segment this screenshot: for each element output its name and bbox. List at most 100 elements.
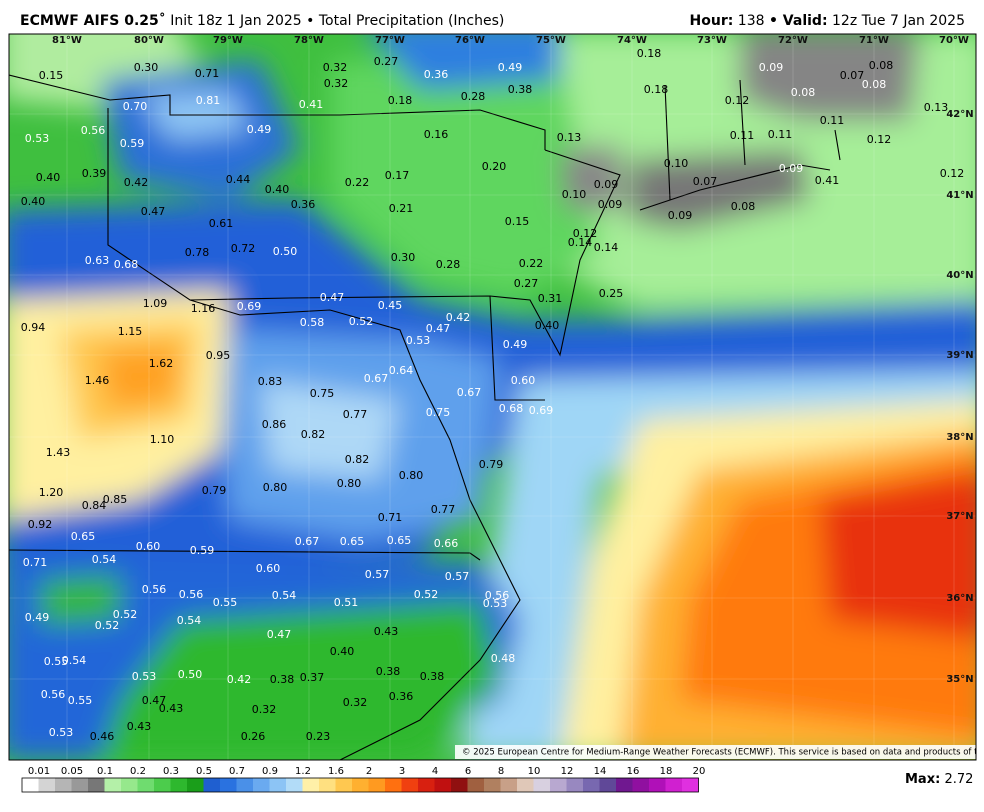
precip-value: 0.38: [508, 83, 533, 96]
precip-value: 0.12: [573, 227, 598, 240]
precip-value: 0.42: [124, 176, 149, 189]
precip-value: 0.46: [90, 730, 115, 743]
colorbar-cell: [71, 778, 89, 792]
precip-value: 1.62: [149, 357, 174, 370]
colorbar-cell: [286, 778, 303, 792]
precip-value: 0.10: [664, 157, 689, 170]
precip-value: 0.38: [420, 670, 445, 683]
precip-value: 0.38: [270, 673, 295, 686]
precip-value: 0.79: [202, 484, 227, 497]
precip-value: 0.30: [134, 61, 159, 74]
precip-value: 0.45: [378, 299, 403, 312]
precip-value: 0.60: [136, 540, 161, 553]
latitude-label: 36°N: [946, 593, 973, 604]
precip-value: 1.10: [150, 433, 175, 446]
precip-value: 0.40: [330, 645, 355, 658]
precip-value: 0.49: [503, 338, 528, 351]
colorbar-cell: [269, 778, 287, 792]
precip-value: 0.54: [177, 614, 202, 627]
colorbar-cell: [665, 778, 683, 792]
precip-value: 0.53: [49, 726, 74, 739]
precip-value: 0.23: [306, 730, 331, 743]
colorbar-cell: [352, 778, 369, 792]
colorbar-label: 10: [528, 766, 541, 777]
precip-value: 0.09: [759, 61, 784, 74]
precip-value: 0.79: [479, 458, 504, 471]
precip-value: 0.80: [263, 481, 288, 494]
precip-value: 0.08: [862, 78, 887, 91]
precip-value: 0.28: [436, 258, 461, 271]
colorbar-label: 0.01: [28, 766, 50, 777]
precip-value: 0.40: [535, 319, 560, 332]
precip-value: 0.36: [424, 68, 449, 81]
longitude-label: 73°W: [697, 35, 727, 46]
title: ECMWF AIFS 0.25˚: [20, 12, 166, 29]
precip-value: 0.70: [123, 100, 148, 113]
precip-value: 0.08: [791, 86, 816, 99]
colorbar-cell: [682, 778, 699, 792]
colorbar-cell: [319, 778, 336, 792]
precip-value: 0.47: [320, 291, 345, 304]
precip-value: 0.53: [406, 334, 431, 347]
precip-value: 0.27: [514, 277, 539, 290]
colorbar-label: 2: [366, 766, 372, 777]
precip-value: 0.17: [385, 169, 410, 182]
precip-value: 0.41: [815, 174, 840, 187]
precip-value: 0.71: [195, 67, 220, 80]
precip-value: 0.64: [389, 364, 414, 377]
precip-value: 0.48: [491, 652, 516, 665]
precip-value: 0.50: [273, 245, 298, 258]
colorbar-cell: [187, 778, 204, 792]
colorbar-cell: [253, 778, 270, 792]
colorbar-cell: [104, 778, 122, 792]
precip-value: 0.09: [668, 209, 693, 222]
precip-value: 0.32: [323, 61, 348, 74]
colorbar-cell: [434, 778, 452, 792]
precip-value: 0.84: [82, 499, 107, 512]
precip-value: 0.56: [179, 588, 204, 601]
precip-value: 0.82: [301, 428, 326, 441]
precip-value: 0.53: [483, 597, 508, 610]
precip-value: 0.15: [39, 69, 64, 82]
precip-value: 0.69: [237, 300, 262, 313]
precip-value: 0.43: [159, 702, 184, 715]
precip-value: 0.47: [141, 205, 166, 218]
precip-value: 0.57: [445, 570, 470, 583]
precip-value: 0.47: [426, 322, 451, 335]
precip-value: 0.13: [924, 101, 949, 114]
colorbar-cell: [533, 778, 551, 792]
precip-value: 1.15: [118, 325, 143, 338]
latitude-label: 41°N: [946, 190, 973, 201]
precip-value: 0.63: [85, 254, 110, 267]
precip-value: 0.37: [300, 671, 325, 684]
precip-value: 0.81: [196, 94, 221, 107]
precip-value: 0.41: [299, 98, 324, 111]
precip-value: 0.65: [387, 534, 412, 547]
precip-value: 0.55: [213, 596, 238, 609]
precip-value: 0.09: [598, 198, 623, 211]
precip-value: 0.53: [132, 670, 157, 683]
longitude-label: 78°W: [294, 35, 324, 46]
precip-value: 1.43: [46, 446, 71, 459]
precip-value: 0.86: [262, 418, 287, 431]
precip-value: 0.49: [247, 123, 272, 136]
latitude-label: 35°N: [946, 674, 973, 685]
colorbar-label: 12: [561, 766, 574, 777]
colorbar-label: 0.3: [163, 766, 179, 777]
precip-value: 0.14: [568, 236, 593, 249]
precip-value: 0.47: [142, 694, 167, 707]
colorbar-cell: [22, 778, 39, 792]
precip-value: 0.52: [95, 619, 120, 632]
precip-value: 0.22: [345, 176, 370, 189]
precip-value: 0.15: [505, 215, 530, 228]
precip-value: 0.39: [82, 167, 107, 180]
colorbar-cell: [616, 778, 633, 792]
colorbar-cell: [467, 778, 485, 792]
colorbar-frame: [21, 777, 699, 793]
colorbar-cell: [137, 778, 155, 792]
precip-value: 0.43: [374, 625, 399, 638]
precip-value: 0.08: [731, 200, 756, 213]
longitude-label: 71°W: [859, 35, 889, 46]
colorbar-cell: [236, 778, 254, 792]
precip-value: 0.12: [867, 133, 892, 146]
